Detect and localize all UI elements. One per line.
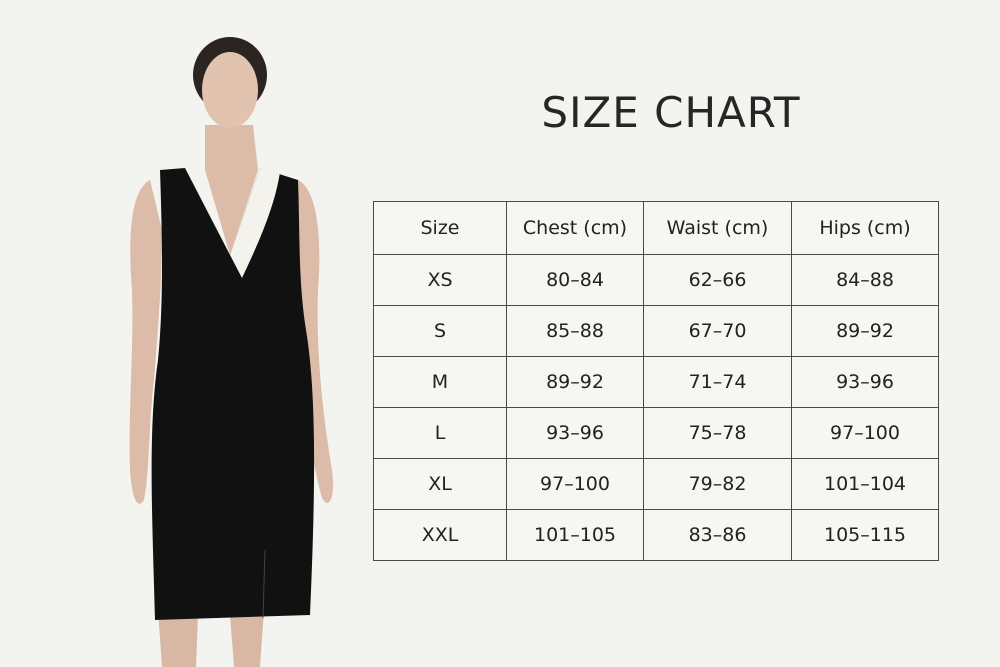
cell-chest: 93–96 [506,407,644,459]
legs [158,610,264,667]
cell-size: S [373,305,507,357]
table-row: XXL 101–105 83–86 105–115 [373,509,939,561]
cell-chest: 80–84 [506,254,644,306]
table-row: S 85–88 67–70 89–92 [373,305,939,357]
cell-waist: 62–66 [643,254,792,306]
cell-waist: 79–82 [643,458,792,510]
cell-size: M [373,356,507,408]
dress [151,168,315,620]
header-chest: Chest (cm) [506,201,644,255]
front-slit [262,549,266,619]
cell-hips: 93–96 [791,356,939,408]
neck [205,125,258,255]
cell-hips: 97–100 [791,407,939,459]
cell-hips: 101–104 [791,458,939,510]
cell-chest: 97–100 [506,458,644,510]
table-row: XS 80–84 62–66 84–88 [373,254,939,306]
header-waist: Waist (cm) [643,201,792,255]
cell-waist: 75–78 [643,407,792,459]
face [202,52,258,128]
cell-chest: 85–88 [506,305,644,357]
size-chart-table: Size Chest (cm) Waist (cm) Hips (cm) XS 8… [373,201,939,561]
model-photo [129,37,334,667]
right-arm [296,180,334,503]
cell-waist: 83–86 [643,509,792,561]
left-arm [129,180,162,504]
cell-chest: 89–92 [506,356,644,408]
table-row: L 93–96 75–78 97–100 [373,407,939,459]
cell-hips: 105–115 [791,509,939,561]
cell-chest: 101–105 [506,509,644,561]
cell-size: XL [373,458,507,510]
table-row: XL 97–100 79–82 101–104 [373,458,939,510]
table-header-row: Size Chest (cm) Waist (cm) Hips (cm) [373,201,939,255]
cell-size: XS [373,254,507,306]
cell-waist: 71–74 [643,356,792,408]
cell-size: L [373,407,507,459]
header-hips: Hips (cm) [791,201,939,255]
cell-hips: 89–92 [791,305,939,357]
table-row: M 89–92 71–74 93–96 [373,356,939,408]
cell-size: XXL [373,509,507,561]
page-title: SIZE CHART [541,88,801,137]
cell-waist: 67–70 [643,305,792,357]
cell-hips: 84–88 [791,254,939,306]
white-lapel [230,168,280,278]
header-size: Size [373,201,507,255]
